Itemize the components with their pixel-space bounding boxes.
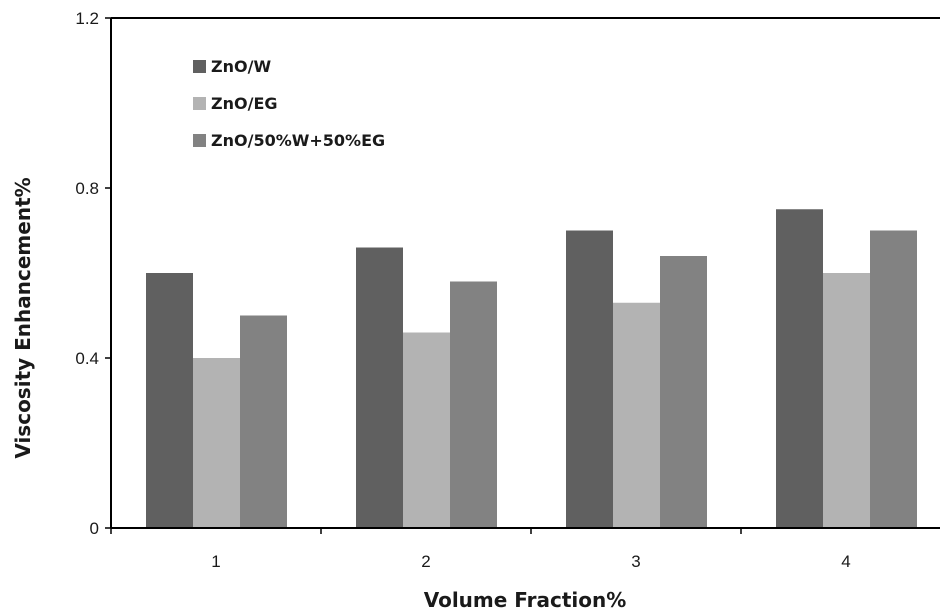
- bar-ZnO/W-1: [146, 273, 193, 528]
- axes-group: [110, 17, 940, 529]
- y-tick-label: 1.2: [75, 9, 99, 28]
- x-tick-label: 3: [631, 552, 640, 571]
- x-tick-label: 2: [421, 552, 430, 571]
- legend-label: ZnO/W: [211, 57, 271, 76]
- bar-ZnO/W-2: [356, 247, 403, 528]
- bar-ZnO/EG-1: [193, 358, 240, 528]
- legend-label: ZnO/EG: [211, 94, 278, 113]
- bar-ZnO/EG-3: [613, 302, 660, 528]
- legend-swatch: [193, 60, 206, 73]
- legend-swatch: [193, 97, 206, 110]
- bar-ZnO/EG-4: [823, 273, 870, 528]
- y-tick-label: 0: [90, 519, 99, 538]
- y-tick-label: 0.4: [75, 349, 99, 368]
- bar-ZnO/50%W+50%EG-3: [660, 256, 707, 528]
- bars-group: [146, 209, 917, 528]
- bar-ZnO/W-3: [566, 230, 613, 528]
- bar-ZnO/W-4: [776, 209, 823, 528]
- bar-ZnO/50%W+50%EG-1: [240, 315, 287, 528]
- x-tick-label: 4: [841, 552, 850, 571]
- bar-ZnO/50%W+50%EG-2: [450, 281, 497, 528]
- legend: ZnO/W ZnO/EG ZnO/50%W+50%EG: [193, 57, 385, 150]
- bar-ZnO/50%W+50%EG-4: [870, 230, 917, 528]
- y-axis-title: Viscosity Enhancement%: [11, 177, 35, 458]
- bar-ZnO/EG-2: [403, 332, 450, 528]
- x-axis-title: Volume Fraction%: [424, 588, 627, 612]
- ticks-group: 0 0.4 0.8 1.2 1 2 3 4: [75, 9, 850, 571]
- x-tick-label: 1: [211, 552, 220, 571]
- legend-swatch: [193, 134, 206, 147]
- legend-label: ZnO/50%W+50%EG: [211, 131, 385, 150]
- y-tick-label: 0.8: [75, 179, 99, 198]
